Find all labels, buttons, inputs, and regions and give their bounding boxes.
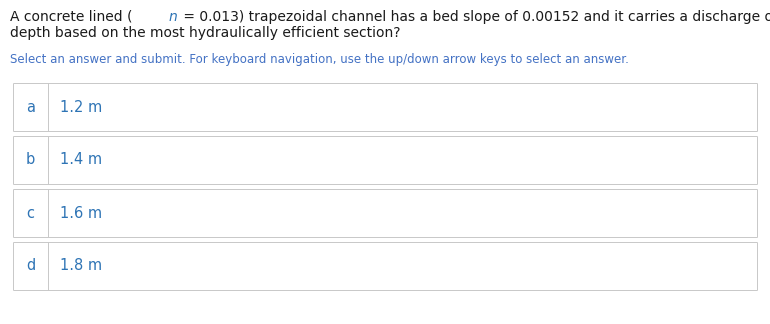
Text: d: d [26, 259, 35, 273]
Text: b: b [26, 153, 35, 168]
Text: Select an answer and submit. For keyboard navigation, use the up/down arrow keys: Select an answer and submit. For keyboar… [10, 53, 629, 66]
Text: = 0.013) trapezoidal channel has a bed slope of 0.00152 and it carries a dischar: = 0.013) trapezoidal channel has a bed s… [179, 10, 770, 24]
Text: A concrete lined (: A concrete lined ( [10, 10, 132, 24]
Text: 1.6 m: 1.6 m [60, 205, 102, 221]
Text: 1.4 m: 1.4 m [60, 153, 102, 168]
Text: c: c [26, 205, 35, 221]
Text: 1.8 m: 1.8 m [60, 259, 102, 273]
Text: a: a [26, 99, 35, 114]
Text: n: n [168, 10, 177, 24]
Text: 1.2 m: 1.2 m [60, 99, 102, 114]
Text: depth based on the most hydraulically efficient section?: depth based on the most hydraulically ef… [10, 26, 400, 40]
